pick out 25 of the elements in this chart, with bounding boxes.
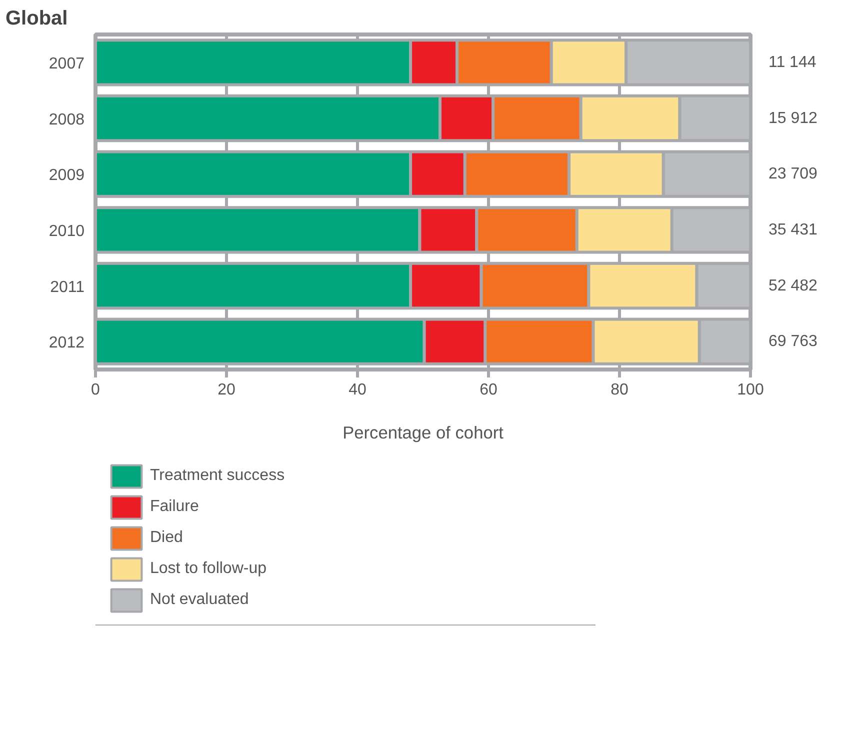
text: 35 431 bbox=[768, 221, 818, 238]
legend-label: Treatment success bbox=[150, 467, 285, 485]
text: 69 763 bbox=[768, 333, 818, 350]
x-tick-label: 40 bbox=[348, 382, 366, 398]
text: 15 912 bbox=[768, 110, 818, 127]
x-axis-title: Percentage of cohort bbox=[342, 422, 504, 442]
y-tick-label: 2007 bbox=[48, 55, 85, 72]
text: 23 709 bbox=[768, 166, 818, 183]
chart-title: Global bbox=[6, 8, 68, 30]
y-tick-label: 2012 bbox=[48, 334, 85, 352]
legend-label: Not evaluated bbox=[150, 591, 249, 609]
x-tick-label: 80 bbox=[610, 382, 628, 398]
x-tick-label: 0 bbox=[91, 382, 100, 398]
x-tick-label: 20 bbox=[218, 382, 236, 398]
y-tick-label: 2011 bbox=[50, 278, 85, 296]
y-tick-label: 2008 bbox=[48, 111, 85, 128]
legend-label: Died bbox=[150, 529, 183, 547]
legend-label: Failure bbox=[150, 498, 199, 516]
x-tick-label: 100 bbox=[737, 382, 764, 398]
legend-label: Lost to follow-up bbox=[150, 560, 267, 578]
text: 11 144 bbox=[768, 54, 816, 71]
text: 52 482 bbox=[768, 277, 818, 294]
x-tick-label: 60 bbox=[480, 382, 498, 398]
y-tick-label: 2009 bbox=[48, 167, 85, 184]
y-tick-label: 2010 bbox=[48, 222, 85, 240]
